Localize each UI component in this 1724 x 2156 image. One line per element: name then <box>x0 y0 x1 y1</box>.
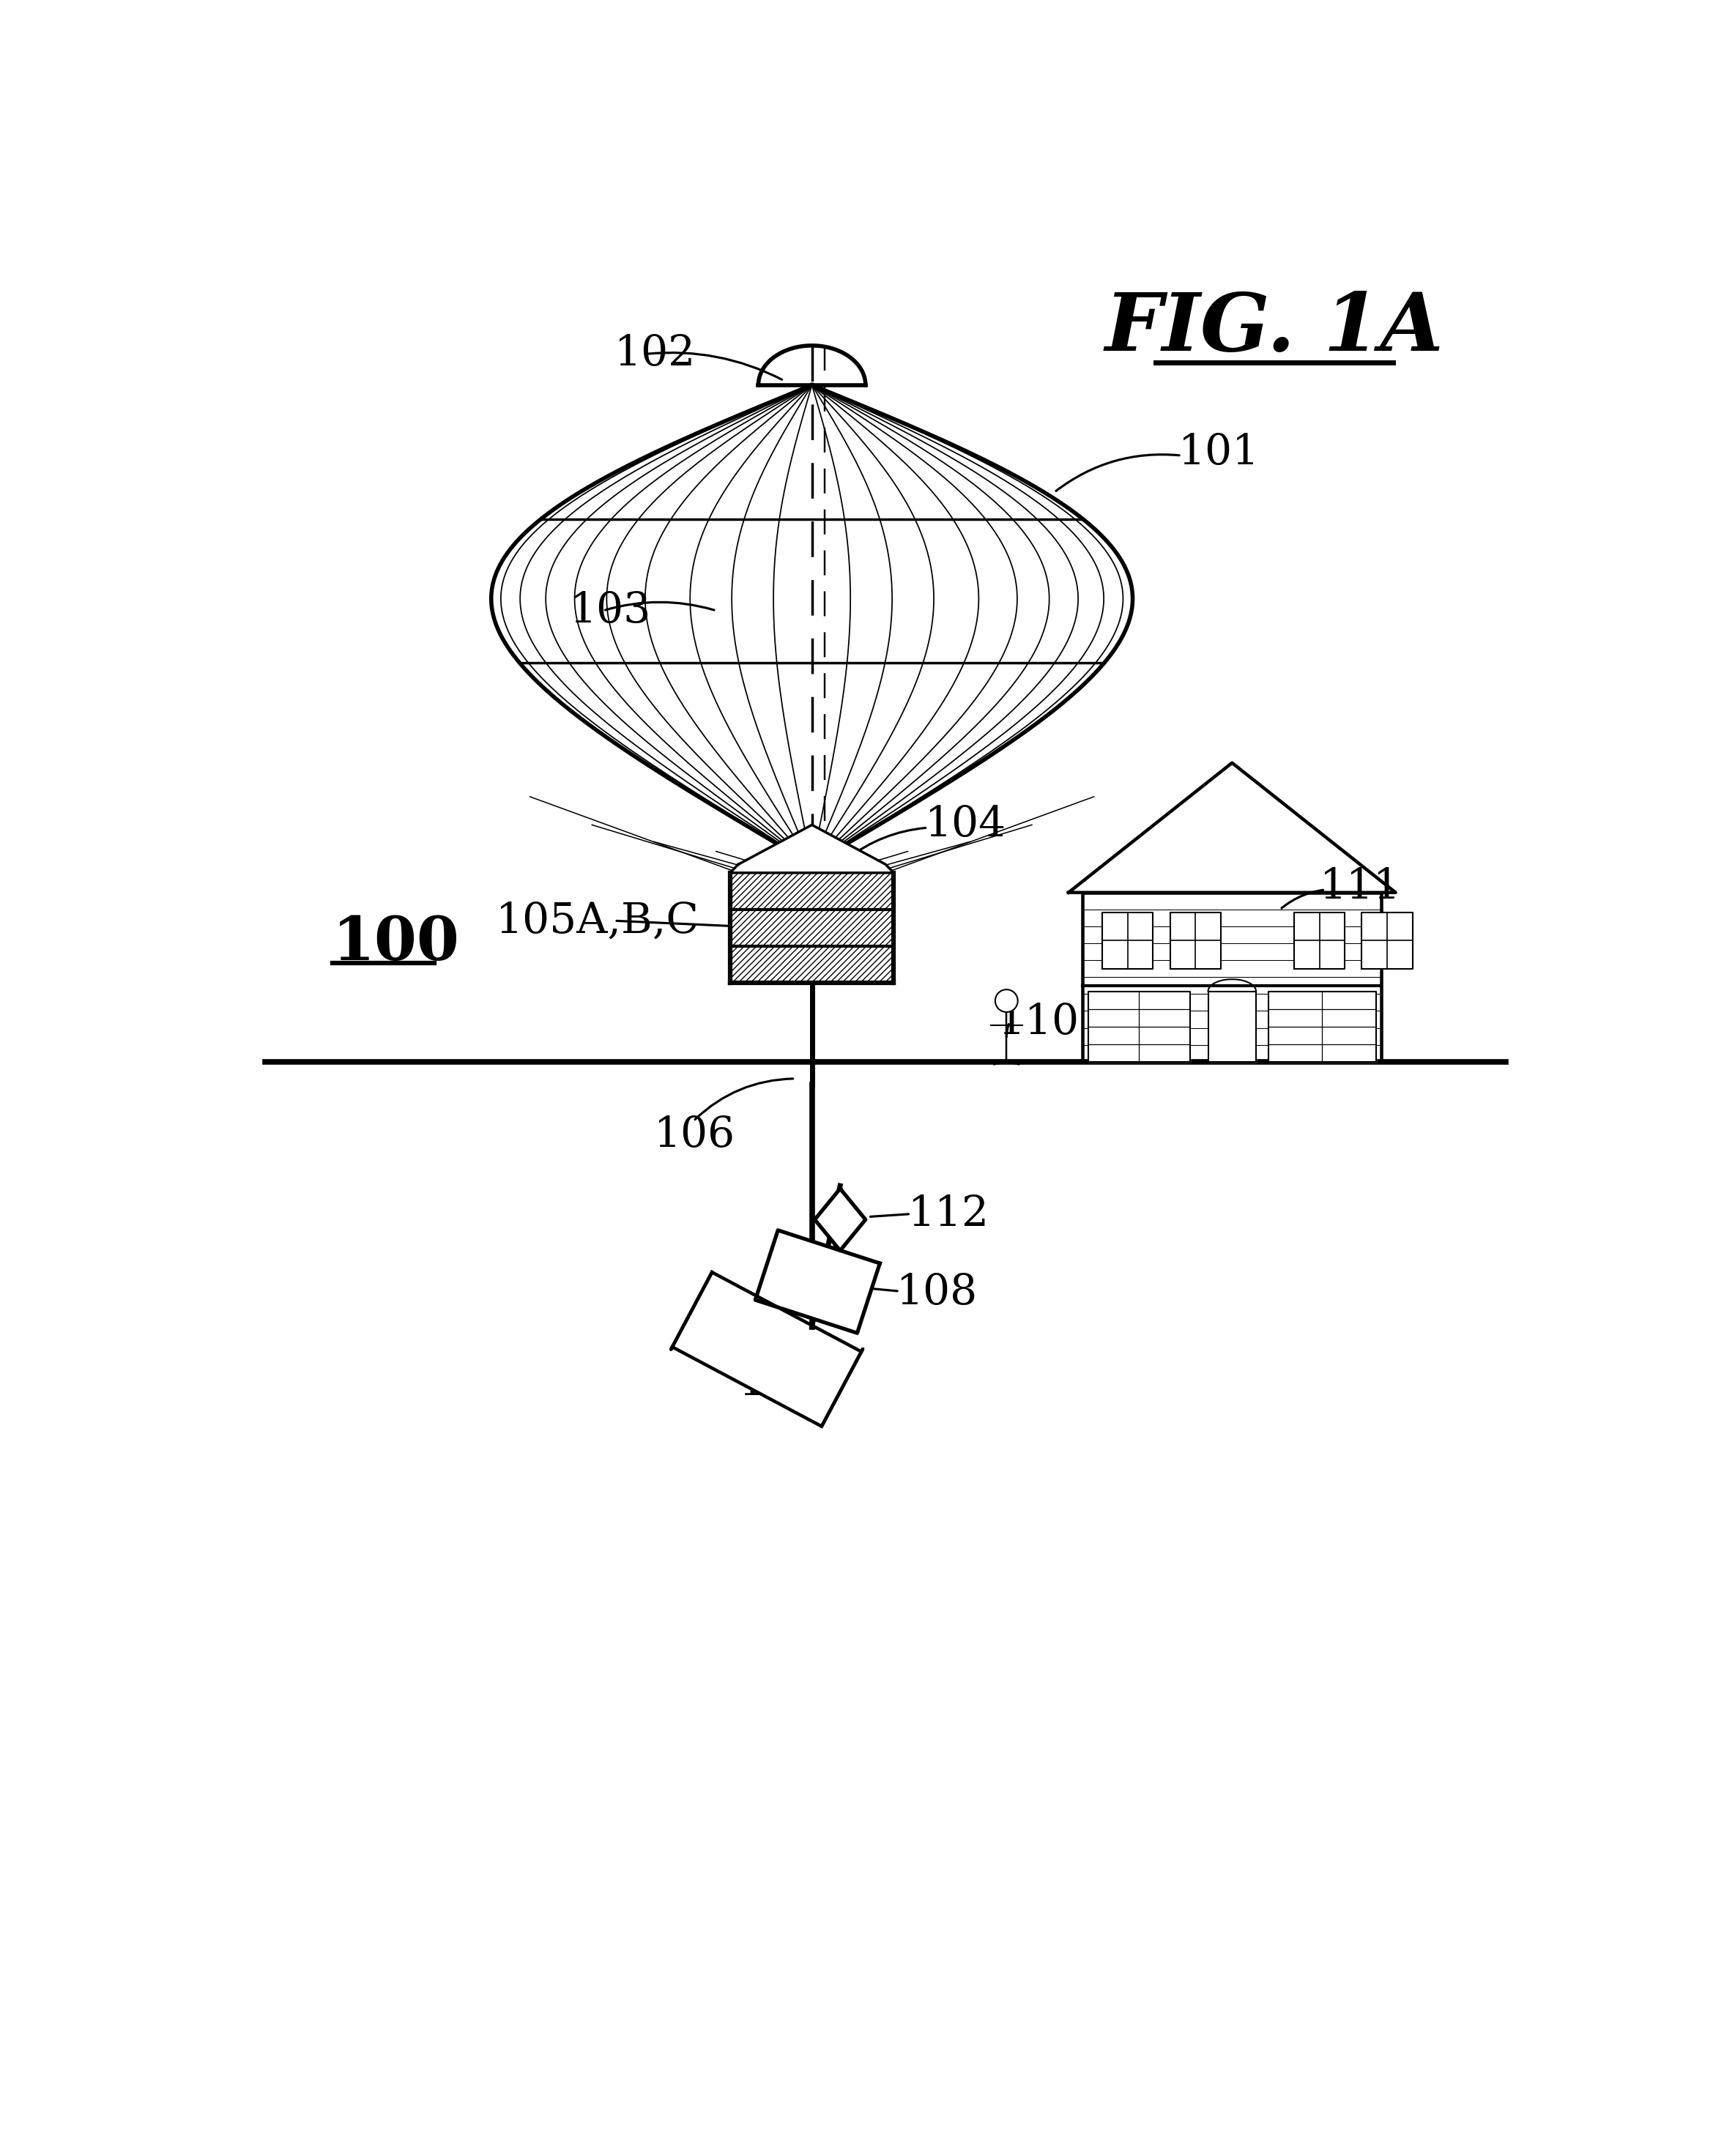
Text: 107: 107 <box>738 1363 821 1404</box>
Text: 101: 101 <box>1179 431 1260 472</box>
Bar <box>731 873 893 910</box>
Text: 105A,B,C: 105A,B,C <box>497 901 700 942</box>
Bar <box>731 946 893 983</box>
Polygon shape <box>815 1188 865 1250</box>
Text: FIG. 1A: FIG. 1A <box>1105 289 1443 369</box>
Polygon shape <box>1171 912 1221 968</box>
Polygon shape <box>755 1231 879 1332</box>
Text: 111: 111 <box>1319 867 1402 908</box>
Polygon shape <box>1102 912 1153 968</box>
Text: 100: 100 <box>333 914 460 972</box>
Text: 102: 102 <box>614 334 696 375</box>
Polygon shape <box>731 826 893 873</box>
Polygon shape <box>1269 992 1376 1061</box>
Text: 106: 106 <box>653 1115 736 1156</box>
Polygon shape <box>1362 912 1412 968</box>
Text: 108: 108 <box>896 1272 978 1313</box>
Polygon shape <box>1088 992 1190 1061</box>
Polygon shape <box>672 1272 862 1427</box>
Polygon shape <box>1295 912 1345 968</box>
Polygon shape <box>1209 992 1257 1061</box>
Text: 112: 112 <box>909 1194 990 1235</box>
Bar <box>731 873 893 910</box>
Text: 104: 104 <box>924 804 1007 845</box>
Bar <box>731 946 893 983</box>
Bar <box>731 910 893 946</box>
Bar <box>731 910 893 946</box>
Polygon shape <box>1069 763 1396 893</box>
Text: 110: 110 <box>998 1003 1079 1044</box>
Circle shape <box>995 990 1017 1011</box>
Text: 103: 103 <box>569 591 652 632</box>
Polygon shape <box>1083 893 1381 1061</box>
